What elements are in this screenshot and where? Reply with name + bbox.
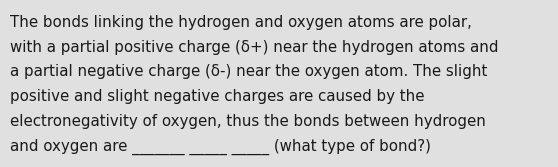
Text: positive and slight negative charges are caused by the: positive and slight negative charges are… [10, 89, 425, 104]
Text: a partial negative charge (δ-) near the oxygen atom. The slight: a partial negative charge (δ-) near the … [10, 64, 488, 79]
Text: and oxygen are _______ _____ _____ (what type of bond?): and oxygen are _______ _____ _____ (what… [10, 139, 431, 155]
Text: with a partial positive charge (δ+) near the hydrogen atoms and: with a partial positive charge (δ+) near… [10, 40, 498, 55]
Text: electronegativity of oxygen, thus the bonds between hydrogen: electronegativity of oxygen, thus the bo… [10, 114, 486, 129]
Text: The bonds linking the hydrogen and oxygen atoms are polar,: The bonds linking the hydrogen and oxyge… [10, 15, 472, 30]
